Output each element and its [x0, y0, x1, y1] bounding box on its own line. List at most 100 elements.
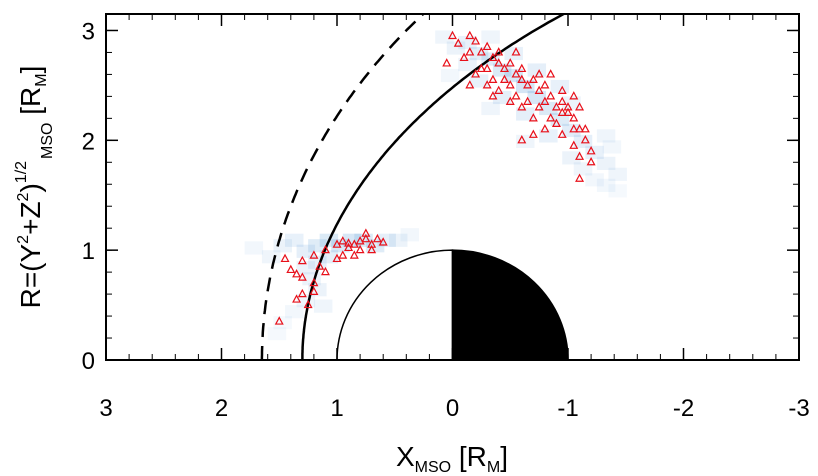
data-point	[528, 113, 538, 122]
data-point	[575, 102, 585, 111]
data-point	[569, 140, 579, 149]
data-point	[540, 124, 550, 133]
data-point	[517, 74, 527, 84]
x-tick-label: 2	[215, 395, 228, 422]
y-tick-label: 3	[82, 18, 95, 45]
data-point	[546, 113, 556, 122]
y-axis-title: R=(Y2+Z2)1/2MSO [RM]	[13, 66, 56, 309]
tick-layer: 3 2 1 0 -1 -2 -3 0 1 2 3	[82, 14, 810, 422]
data-point	[320, 266, 330, 276]
data-point	[557, 107, 567, 116]
density-cell	[296, 244, 316, 258]
density-cell	[562, 151, 581, 165]
density-cell	[285, 233, 304, 247]
data-point	[482, 80, 492, 89]
density-cell	[492, 90, 512, 105]
density-cell	[602, 140, 622, 154]
data-point	[367, 244, 377, 254]
density-cell	[458, 35, 477, 50]
data-point	[511, 69, 521, 78]
density-cell	[285, 305, 304, 319]
data-point	[517, 102, 527, 111]
data-point	[569, 91, 579, 100]
data-point	[465, 80, 475, 89]
x-tick-label: -1	[557, 395, 578, 422]
data-point	[499, 63, 509, 73]
planet-nightside	[451, 249, 569, 360]
data-point	[309, 286, 319, 295]
data-point	[482, 41, 492, 51]
density-cell	[539, 101, 558, 116]
density-cell	[573, 162, 593, 176]
density-cell	[313, 299, 333, 313]
data-point	[569, 113, 579, 122]
data-point	[471, 36, 481, 45]
data-point	[551, 118, 561, 127]
data-point	[534, 102, 544, 111]
data-point	[297, 288, 307, 298]
data-point	[540, 96, 550, 105]
data-point	[511, 91, 521, 100]
data-point	[494, 85, 504, 94]
y-tick-label: 1	[82, 238, 95, 265]
data-point	[499, 74, 509, 84]
x-tick-label: 0	[446, 395, 459, 422]
magnetopause-line	[301, 14, 567, 360]
density-cell	[539, 129, 558, 143]
data-point	[442, 58, 452, 67]
data-point	[586, 146, 596, 155]
planet-layer	[336, 249, 569, 360]
density-cell	[244, 241, 264, 255]
density-cell	[296, 261, 316, 275]
data-point	[355, 244, 365, 254]
x-axis-title: XMSO [RM]	[396, 441, 508, 476]
density-cell	[481, 30, 500, 44]
data-point	[586, 157, 596, 166]
data-point	[447, 30, 458, 40]
data-point	[344, 238, 354, 247]
density-cell	[585, 173, 604, 187]
data-point	[349, 250, 359, 259]
data-point	[494, 58, 504, 67]
data-point	[505, 80, 515, 89]
data-point	[523, 80, 533, 89]
data-point	[361, 233, 371, 243]
data-point	[551, 102, 561, 111]
data-point	[338, 236, 348, 245]
data-point	[488, 74, 498, 84]
boundary-layer	[260, 14, 567, 360]
data-point	[274, 316, 284, 325]
data-point	[494, 47, 504, 56]
density-cell	[308, 239, 327, 253]
data-point	[459, 52, 469, 62]
density-cell	[527, 90, 547, 105]
data-point	[540, 80, 550, 89]
data-point	[292, 269, 302, 278]
data-point	[338, 250, 348, 259]
data-point	[505, 96, 515, 105]
density-cell	[608, 184, 627, 198]
density-cell	[435, 30, 454, 44]
data-point	[355, 236, 365, 245]
data-point	[372, 233, 382, 243]
density-cell	[596, 129, 616, 143]
data-point	[297, 255, 307, 265]
data-point	[569, 124, 579, 133]
planet-dayside	[336, 249, 454, 360]
y-tick-label: 0	[82, 348, 95, 375]
density-cell	[608, 167, 627, 181]
data-point	[361, 228, 371, 237]
data-point	[534, 85, 544, 94]
data-point	[575, 173, 585, 182]
data-point	[476, 63, 486, 73]
density-cell	[596, 178, 616, 192]
data-point	[309, 277, 319, 287]
data-point	[517, 63, 527, 73]
x-tick-label: 3	[99, 395, 112, 422]
x-tick-label: 1	[330, 395, 343, 422]
data-point	[453, 38, 463, 47]
data-point	[517, 135, 527, 144]
points-layer	[274, 30, 596, 325]
data-point	[315, 261, 325, 270]
